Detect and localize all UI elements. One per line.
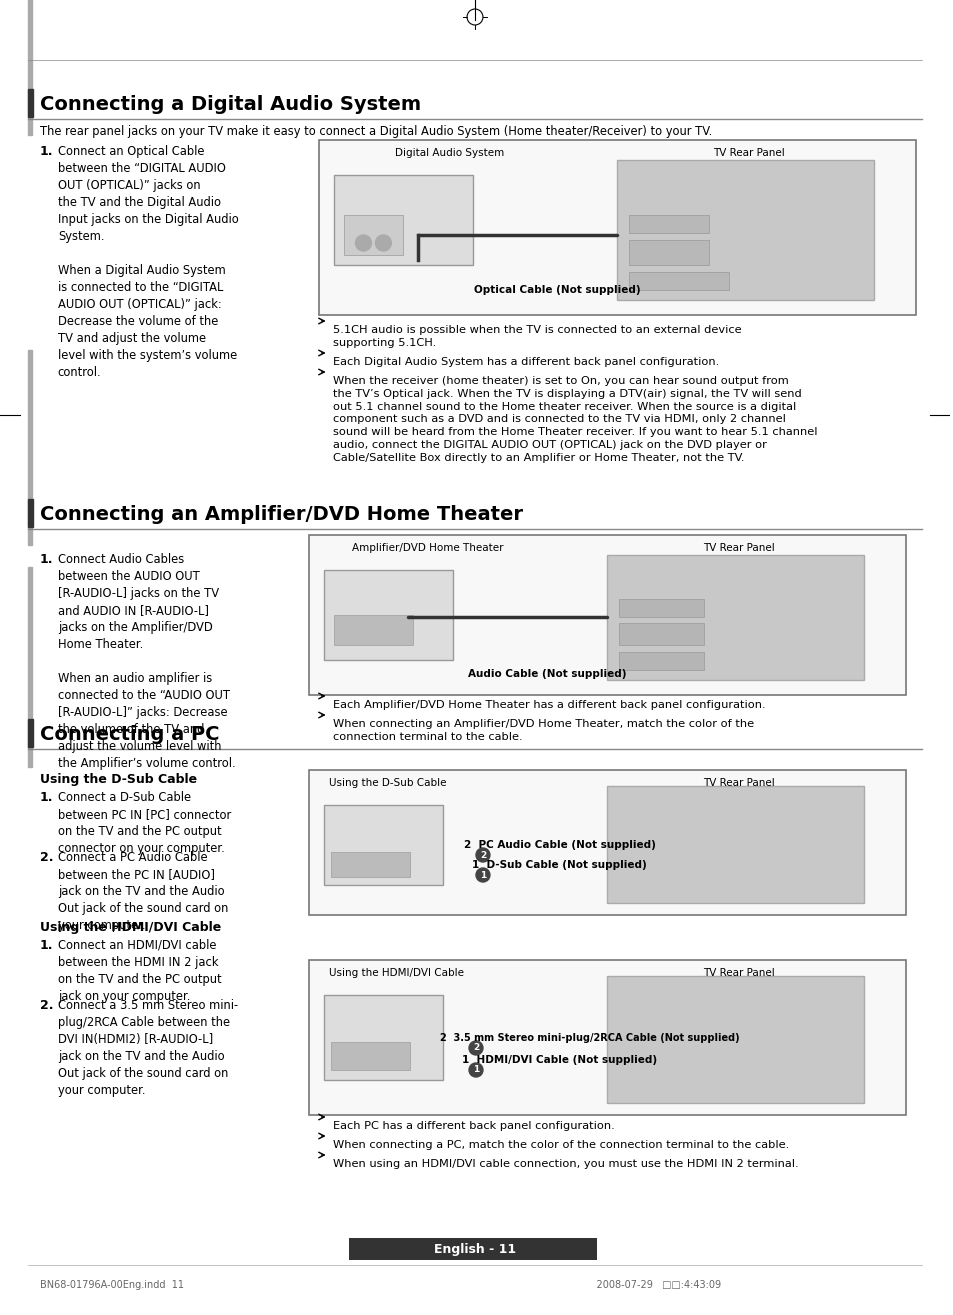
Text: 1: 1 [473, 1065, 478, 1074]
Bar [28, 89, 32, 117]
Bar [629, 214, 708, 233]
Circle shape [476, 848, 490, 863]
Text: The rear panel jacks on your TV make it easy to connect a Digital Audio System (: The rear panel jacks on your TV make it … [40, 125, 711, 138]
Text: Connect a 3.5 mm Stereo mini-
plug/2RCA Cable between the
DVI IN(HDMI2) [R-AUDIO: Connect a 3.5 mm Stereo mini- plug/2RCA … [58, 999, 237, 1097]
Text: Connect a PC Audio Cable
between the PC IN [AUDIO]
jack on the TV and the Audio
: Connect a PC Audio Cable between the PC … [58, 851, 228, 932]
Text: Connecting a PC: Connecting a PC [40, 725, 219, 744]
Bar [607, 976, 863, 1103]
Bar [334, 615, 413, 644]
Text: 5.1CH audio is possible when the TV is connected to an external device
supportin: 5.1CH audio is possible when the TV is c… [333, 325, 740, 347]
Bar [28, 350, 31, 544]
Text: 1  HDMI/DVI Cable (Not supplied): 1 HDMI/DVI Cable (Not supplied) [461, 1055, 657, 1065]
Text: BN68-01796A-00Eng.indd  11                                                      : BN68-01796A-00Eng.indd 11 [40, 1279, 720, 1290]
Bar [618, 600, 703, 617]
Bar [348, 1237, 597, 1260]
Bar [309, 771, 905, 915]
Text: Connect Audio Cables
between the AUDIO OUT
[R-AUDIO-L] jacks on the TV
and AUDIO: Connect Audio Cables between the AUDIO O… [58, 554, 235, 771]
Text: Connect an HDMI/DVI cable
between the HDMI IN 2 jack
on the TV and the PC output: Connect an HDMI/DVI cable between the HD… [58, 939, 221, 1003]
Text: 2: 2 [479, 851, 486, 860]
Text: Connecting a Digital Audio System: Connecting a Digital Audio System [40, 95, 420, 114]
Bar [618, 623, 703, 644]
Circle shape [469, 1041, 482, 1055]
Bar [343, 214, 403, 255]
Text: 2.: 2. [40, 999, 53, 1013]
Text: Each Digital Audio System has a different back panel configuration.: Each Digital Audio System has a differen… [333, 356, 719, 367]
Text: Connecting an Amplifier/DVD Home Theater: Connecting an Amplifier/DVD Home Theater [40, 505, 522, 523]
Text: Audio Cable (Not supplied): Audio Cable (Not supplied) [468, 669, 626, 679]
Text: 2: 2 [473, 1044, 478, 1052]
Bar [318, 139, 915, 316]
Bar [331, 852, 410, 877]
Text: 2  PC Audio Cable (Not supplied): 2 PC Audio Cable (Not supplied) [463, 840, 655, 849]
Text: TV Rear Panel: TV Rear Panel [702, 543, 774, 554]
Circle shape [375, 235, 391, 251]
Bar [28, 567, 31, 767]
Text: 2  3.5 mm Stereo mini-plug/2RCA Cable (Not supplied): 2 3.5 mm Stereo mini-plug/2RCA Cable (No… [439, 1034, 739, 1043]
Bar [607, 786, 863, 903]
Circle shape [355, 235, 371, 251]
Bar [309, 535, 905, 696]
Text: TV Rear Panel: TV Rear Panel [712, 149, 784, 158]
Text: Amplifier/DVD Home Theater: Amplifier/DVD Home Theater [352, 543, 503, 554]
Bar [28, 0, 31, 135]
Text: 1: 1 [479, 871, 486, 880]
Text: 1.: 1. [40, 939, 53, 952]
Bar [629, 272, 728, 291]
Text: Each PC has a different back panel configuration.: Each PC has a different back panel confi… [333, 1120, 614, 1131]
Text: Using the D-Sub Cable: Using the D-Sub Cable [328, 778, 446, 788]
Text: Connect an Optical Cable
between the “DIGITAL AUDIO
OUT (OPTICAL)” jacks on
the : Connect an Optical Cable between the “DI… [58, 145, 238, 379]
Text: TV Rear Panel: TV Rear Panel [702, 968, 774, 978]
Text: Connect a D-Sub Cable
between PC IN [PC] connector
on the TV and the PC output
c: Connect a D-Sub Cable between PC IN [PC]… [58, 792, 231, 855]
Circle shape [469, 1063, 482, 1077]
Bar [28, 719, 32, 747]
Text: 1.: 1. [40, 792, 53, 803]
Bar [334, 175, 473, 266]
Bar [618, 652, 703, 671]
Text: TV Rear Panel: TV Rear Panel [702, 778, 774, 788]
Bar [331, 1041, 410, 1070]
Text: When connecting a PC, match the color of the connection terminal to the cable.: When connecting a PC, match the color of… [333, 1140, 788, 1151]
Circle shape [476, 868, 490, 882]
Text: Digital Audio System: Digital Audio System [395, 149, 504, 158]
Bar [309, 960, 905, 1115]
Text: Using the HDMI/DVI Cable: Using the HDMI/DVI Cable [40, 920, 221, 934]
Bar [28, 498, 32, 527]
Text: 1  D-Sub Cable (Not supplied): 1 D-Sub Cable (Not supplied) [472, 860, 646, 871]
Text: 2.: 2. [40, 851, 53, 864]
Text: Using the D-Sub Cable: Using the D-Sub Cable [40, 773, 196, 786]
Text: When the receiver (home theater) is set to On, you can hear sound output from
th: When the receiver (home theater) is set … [333, 376, 816, 463]
Text: 1.: 1. [40, 554, 53, 565]
Text: Each Amplifier/DVD Home Theater has a different back panel configuration.: Each Amplifier/DVD Home Theater has a di… [333, 700, 764, 710]
Text: Using the HDMI/DVI Cable: Using the HDMI/DVI Cable [328, 968, 463, 978]
Text: 1.: 1. [40, 145, 53, 158]
Bar [323, 805, 443, 885]
Bar [607, 555, 863, 680]
Text: When using an HDMI/DVI cable connection, you must use the HDMI IN 2 terminal.: When using an HDMI/DVI cable connection,… [333, 1159, 798, 1169]
Bar [323, 569, 453, 660]
Text: Optical Cable (Not supplied): Optical Cable (Not supplied) [474, 285, 640, 295]
Bar [617, 160, 873, 300]
Text: English - 11: English - 11 [434, 1243, 516, 1256]
Bar [629, 241, 708, 266]
Text: When connecting an Amplifier/DVD Home Theater, match the color of the
connection: When connecting an Amplifier/DVD Home Th… [333, 719, 753, 742]
Bar [323, 995, 443, 1080]
